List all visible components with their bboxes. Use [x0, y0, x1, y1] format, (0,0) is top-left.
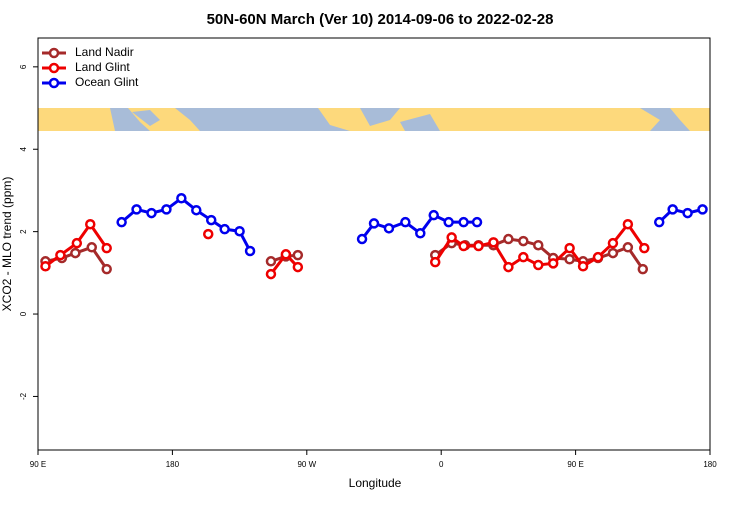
- data-point: [653, 216, 665, 228]
- data-point: [71, 237, 83, 249]
- legend-label: Ocean Glint: [75, 75, 139, 89]
- data-point: [415, 228, 426, 239]
- data-point: [637, 263, 649, 275]
- data-point: [622, 242, 634, 253]
- y-axis-label: XCO2 - MLO trend (ppm): [0, 177, 14, 312]
- data-point: [356, 233, 368, 245]
- data-point: [55, 249, 66, 261]
- data-point: [280, 249, 292, 260]
- data-point: [292, 261, 304, 273]
- y-tick-label: 0: [19, 311, 28, 316]
- chart-title: 50N-60N March (Ver 10) 2014-09-06 to 202…: [207, 11, 554, 28]
- map-strip: [38, 108, 710, 131]
- data-point: [697, 204, 708, 215]
- data-point: [85, 218, 96, 230]
- data-point: [639, 242, 650, 254]
- legend-marker: [48, 77, 60, 89]
- data-point: [518, 251, 529, 263]
- data-point: [205, 214, 217, 226]
- data-point: [503, 261, 514, 273]
- x-tick-label: 180: [166, 460, 180, 469]
- plot-frame: [37, 37, 711, 451]
- data-point: [592, 251, 604, 263]
- data-point: [191, 204, 202, 216]
- legend-label: Land Nadir: [75, 45, 134, 59]
- data-point: [176, 193, 187, 204]
- data-point: [473, 240, 484, 252]
- data-point: [161, 204, 172, 215]
- data-point: [265, 256, 277, 267]
- y-tick-label: 2: [19, 229, 28, 234]
- x-tick-label: 90 E: [567, 460, 583, 469]
- data-point: [202, 228, 214, 240]
- x-tick-label: 0: [439, 460, 444, 469]
- data-point: [70, 247, 81, 259]
- y-tick-label: 6: [19, 64, 28, 69]
- data-point: [101, 263, 112, 275]
- y-tick-label: -2: [19, 392, 28, 400]
- x-axis-label: Longitude: [349, 476, 402, 490]
- legend-label: Land Glint: [75, 60, 130, 74]
- data-point: [446, 232, 457, 243]
- data-point: [622, 218, 634, 230]
- data-point: [400, 216, 411, 228]
- y-tick-label: 4: [19, 146, 28, 151]
- data-point: [146, 207, 157, 219]
- data-point: [667, 204, 678, 215]
- data-point: [40, 260, 51, 272]
- data-point: [682, 207, 693, 219]
- data-point: [471, 216, 483, 228]
- data-point: [458, 216, 469, 228]
- data-point: [292, 249, 304, 261]
- data-point: [443, 216, 454, 228]
- data-point: [518, 235, 529, 247]
- data-point: [607, 247, 619, 259]
- x-tick-label: 90 W: [297, 460, 316, 469]
- data-point: [383, 223, 395, 234]
- data-point: [234, 225, 245, 237]
- data-point: [131, 204, 142, 215]
- data-point: [86, 242, 98, 253]
- data-point: [564, 253, 575, 265]
- data-point: [101, 242, 112, 254]
- data-point: [458, 240, 469, 252]
- data-point: [564, 242, 575, 254]
- data-point: [368, 218, 380, 229]
- data-point: [533, 259, 544, 271]
- data-point: [547, 258, 559, 269]
- data-point: [244, 245, 256, 257]
- data-point: [577, 260, 589, 272]
- data-point: [219, 223, 230, 235]
- data-point: [265, 268, 277, 280]
- data-point: [503, 233, 514, 245]
- data-point: [429, 256, 441, 268]
- legend-marker: [48, 47, 60, 59]
- x-tick-label: 180: [703, 460, 717, 469]
- data-point: [428, 209, 439, 221]
- x-tick-label: 90 E: [30, 460, 46, 469]
- data-point: [488, 237, 499, 248]
- data-point: [607, 237, 619, 249]
- data-point: [533, 239, 544, 251]
- data-point: [116, 216, 127, 228]
- legend-marker: [48, 62, 60, 74]
